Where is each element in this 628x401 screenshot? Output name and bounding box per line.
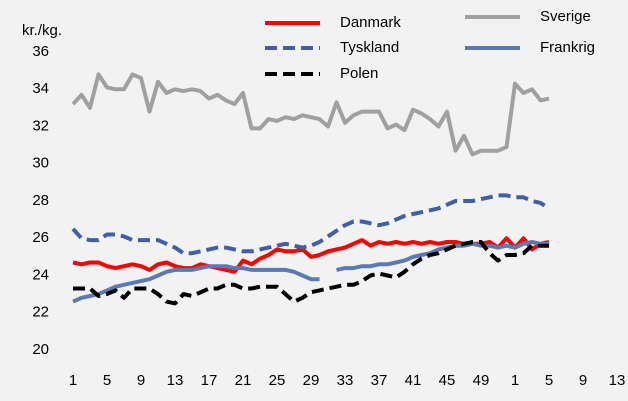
y-tick-label: 34	[32, 80, 49, 97]
series-line	[72, 240, 549, 304]
x-tick-label: 41	[405, 372, 422, 389]
legend-label: Polen	[340, 65, 378, 82]
y-tick-label: 30	[32, 155, 49, 172]
y-tick-label: 32	[32, 117, 49, 134]
y-tick-label: 20	[32, 341, 49, 358]
legend-label: Danmark	[340, 14, 401, 31]
y-tick-label: 22	[32, 304, 49, 321]
x-tick-label: 29	[303, 372, 320, 389]
series-line	[73, 240, 549, 306]
x-tick-label: 5	[545, 372, 553, 389]
x-tick-label: 33	[337, 372, 354, 389]
x-tick-label: 25	[269, 372, 286, 389]
x-tick-label: 21	[235, 372, 252, 389]
x-tick-label: 1	[511, 372, 519, 389]
x-tick-label: 9	[579, 372, 587, 389]
x-tick-label: 45	[439, 372, 456, 389]
legend-label: Sverige	[540, 8, 591, 25]
y-tick-label: 28	[32, 192, 49, 209]
x-tick-label: 17	[201, 372, 218, 389]
series-line	[71, 72, 550, 157]
x-tick-label: 5	[103, 372, 111, 389]
x-tick-label: 37	[371, 372, 388, 389]
legend-label: Tyskland	[340, 39, 399, 56]
y-axis-label: kr./kg.	[22, 22, 62, 39]
x-tick-label: 13	[167, 372, 184, 389]
legend-label: Frankrig	[540, 39, 595, 56]
y-tick-label: 26	[32, 229, 49, 246]
x-tick-label: 49	[473, 372, 490, 389]
x-tick-label: 13	[609, 372, 626, 389]
x-tick-label: 1	[69, 372, 77, 389]
y-tick-label: 24	[32, 266, 49, 283]
y-tick-label: 36	[32, 43, 49, 60]
x-tick-label: 9	[137, 372, 145, 389]
series-line	[71, 193, 551, 256]
